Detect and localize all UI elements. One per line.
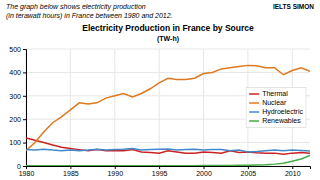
plot-area — [26, 65, 310, 165]
tick-label: 400 — [9, 69, 21, 76]
subtitle: (TW-h) — [157, 35, 179, 43]
x-axis: 1980 1985 1990 1995 2000 2005 2010 — [19, 166, 311, 177]
legend: Thermal Nuclear HydroelectricRenewables — [246, 88, 306, 128]
legend-label: Thermal — [262, 90, 288, 97]
tick-mark — [115, 166, 116, 169]
tick-mark — [204, 166, 205, 169]
grid-line — [26, 142, 310, 143]
tick-label: 300 — [9, 93, 21, 100]
tick-label: 1985 — [63, 170, 79, 177]
legend-item: Hydroelectric — [249, 108, 303, 116]
title: Electricity Production in France by Sour… — [82, 23, 254, 33]
watermark: IELTS SIMON — [273, 3, 314, 10]
tick-mark — [23, 49, 26, 50]
tick-label: 0 — [17, 163, 21, 170]
tick: 2005 — [241, 166, 257, 177]
tick: 200 — [9, 116, 26, 123]
legend-swatch — [249, 102, 259, 104]
line — [26, 148, 310, 152]
tick-mark — [23, 72, 26, 73]
tick-mark — [23, 119, 26, 120]
tick: 400 — [9, 69, 26, 76]
tick: 1995 — [152, 166, 168, 177]
chart: The graph below shows electricity produc… — [0, 0, 320, 180]
legend-item: Renewables — [249, 117, 301, 124]
tick-mark — [23, 143, 26, 144]
legend-item: Thermal — [249, 90, 288, 97]
tick-label: 100 — [9, 139, 21, 146]
tick-label: 1980 — [19, 170, 35, 177]
legend-label: Hydroelectric — [262, 108, 303, 116]
tick-label: 200 — [9, 116, 21, 123]
tick: 100 — [9, 139, 26, 146]
grid-line — [114, 49, 115, 166]
tick-label: 2000 — [196, 170, 212, 177]
tick: 0 — [17, 163, 26, 170]
tick: 1980 — [19, 166, 35, 177]
legend-swatch — [249, 111, 259, 113]
header-text: (in terawatt hours) in France between 19… — [6, 12, 173, 20]
legend-item: Nuclear — [249, 99, 287, 106]
tick-mark — [70, 166, 71, 169]
tick: 2010 — [285, 166, 301, 177]
tick-mark — [292, 166, 293, 169]
tick-mark — [248, 166, 249, 169]
grid-line — [203, 49, 204, 166]
tick: 500 — [9, 46, 26, 53]
grid-line — [26, 72, 310, 73]
tick-mark — [23, 96, 26, 97]
tick-label: 2010 — [285, 170, 301, 177]
legend-label: Renewables — [262, 117, 301, 124]
legend-swatch — [249, 120, 259, 122]
tick-label: 1990 — [107, 170, 123, 177]
legend-swatch — [249, 93, 259, 95]
tick: 300 — [9, 93, 26, 100]
tick-mark — [23, 166, 26, 167]
line — [26, 138, 310, 154]
tick: 2000 — [196, 166, 212, 177]
tick-label: 1995 — [152, 170, 168, 177]
y-axis: 0 100 200 300 400 500 — [9, 46, 26, 170]
legend-background — [246, 88, 306, 128]
line — [26, 65, 310, 150]
grid — [26, 49, 310, 166]
header-text: The graph below shows electricity produc… — [6, 3, 146, 11]
line — [26, 155, 310, 165]
axis-line — [27, 167, 311, 170]
tick-label: 500 — [9, 46, 21, 53]
tick: 1990 — [107, 166, 123, 177]
tick-label: 2005 — [241, 170, 257, 177]
grid-line — [26, 49, 310, 50]
legend-label: Nuclear — [262, 99, 287, 106]
tick-mark — [159, 166, 160, 169]
axis-line — [23, 50, 27, 167]
tick: 1985 — [63, 166, 79, 177]
